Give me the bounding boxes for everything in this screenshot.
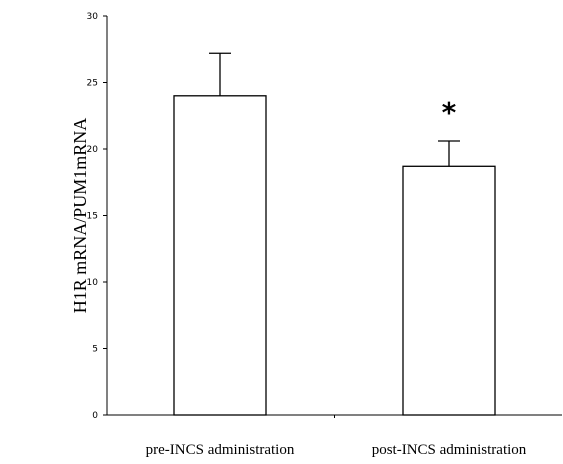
significance-asterisk: * (442, 96, 457, 129)
bar-pre-incs (173, 95, 267, 416)
y-tick-label-20: 20 (87, 145, 99, 155)
y-tick-label-30: 30 (87, 12, 99, 22)
y-tick-label-25: 25 (87, 79, 98, 89)
y-tick-label-15: 15 (87, 212, 98, 222)
x-labels-group: pre-INCS administration post-INCS adminis… (146, 442, 527, 458)
annotations-group: * (442, 96, 457, 129)
x-category-label-1: pre-INCS administration (146, 442, 295, 458)
y-ticks-group: 0 5 10 15 20 25 30 (87, 12, 107, 421)
x-category-label-2: post-INCS administration (372, 442, 527, 458)
y-tick-label-0: 0 (92, 411, 98, 421)
bars-group (173, 95, 496, 416)
bar-post-incs (402, 165, 496, 416)
y-axis-title: H1R mRNA/PUM1mRNA (70, 118, 90, 314)
y-tick-label-10: 10 (87, 278, 99, 288)
error-bars-group (209, 52, 460, 167)
y-tick-label-5: 5 (92, 345, 98, 355)
